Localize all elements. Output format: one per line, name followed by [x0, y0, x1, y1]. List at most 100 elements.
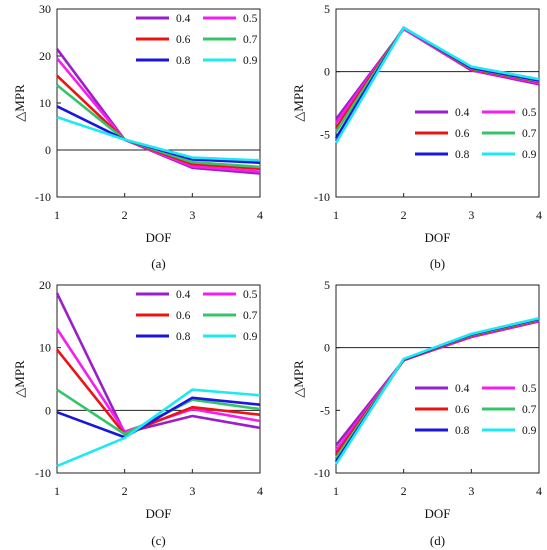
x-tick-label: 2 — [401, 484, 407, 498]
legend-item: 0.9 — [482, 149, 537, 161]
y-tick-label: -10 — [35, 190, 51, 204]
legend-item: 0.4 — [415, 383, 470, 395]
legend-label: 0.6 — [455, 128, 470, 140]
legend-item: 0.6 — [136, 310, 191, 322]
legend-label: 0.6 — [176, 34, 191, 46]
x-tick-label: 3 — [468, 484, 474, 498]
series-line-0.4 — [334, 320, 540, 447]
legend-label: 0.5 — [243, 289, 258, 301]
y-tick-label: 30 — [39, 2, 51, 16]
series-line-0.8 — [56, 396, 261, 439]
series-line-0.9 — [334, 26, 540, 144]
series-line-0.9 — [334, 316, 540, 465]
x-tick-label: 1 — [54, 484, 60, 498]
legend-item: 0.4 — [136, 289, 191, 301]
x-axis-label: DOF — [424, 230, 450, 245]
legend-label: 0.4 — [176, 13, 191, 25]
x-tick-label: 3 — [189, 208, 195, 222]
legend-label: 0.4 — [176, 289, 191, 301]
legend-item: 0.7 — [203, 34, 258, 46]
y-axis-label: △MPR — [12, 360, 27, 398]
y-axis-label: △MPR — [291, 84, 306, 122]
legend-item: 0.7 — [482, 128, 537, 140]
y-tick-label: -5 — [320, 403, 330, 417]
y-tick-label: 0 — [45, 403, 51, 417]
x-axis-label: DOF — [424, 506, 450, 521]
x-tick-label: 1 — [54, 208, 60, 222]
legend-label: 0.9 — [522, 149, 537, 161]
chart-panel-b: -10 -5 0 5 1 2 3 4 DOF △MPR 0.4 0.5 0.6 0.7 0.8 0.9 (b) — [291, 2, 542, 271]
chart-panel-a: -10 0 10 20 30 1 2 3 4 DOF △MPR 0.4 0.5 0.6 0.7 0.8 0.9 (… — [12, 2, 263, 271]
x-tick-label: 2 — [122, 484, 128, 498]
x-tick-label: 4 — [257, 208, 263, 222]
x-axis-label: DOF — [145, 230, 171, 245]
series-line-0.4 — [55, 292, 261, 435]
legend-item: 0.8 — [136, 55, 191, 67]
legend-label: 0.5 — [522, 107, 537, 119]
legend-label: 0.9 — [522, 425, 537, 437]
legend-item: 0.8 — [415, 425, 470, 437]
y-tick-label: 5 — [324, 2, 330, 16]
x-tick-label: 2 — [401, 208, 407, 222]
plot-frame — [335, 8, 540, 198]
x-tick-label: 3 — [189, 484, 195, 498]
x-tick-label: 4 — [536, 484, 542, 498]
legend-label: 0.9 — [243, 55, 258, 67]
x-tick-label: 1 — [333, 208, 339, 222]
x-tick-label: 3 — [468, 208, 474, 222]
y-tick-label: 0 — [324, 65, 330, 79]
legend-label: 0.7 — [243, 310, 258, 322]
legend-item: 0.6 — [415, 128, 470, 140]
x-tick-label: 4 — [257, 484, 263, 498]
y-tick-label: 5 — [324, 278, 330, 292]
y-axis-label: △MPR — [12, 84, 27, 122]
chart-panel-d: -10 -5 0 5 1 2 3 4 DOF △MPR 0.4 0.5 0.6 0.7 0.8 0.9 (d) — [291, 278, 542, 548]
panel-caption: (c) — [151, 533, 165, 548]
panel-caption: (d) — [430, 533, 445, 548]
legend-label: 0.6 — [176, 310, 191, 322]
plot-frame — [335, 284, 540, 474]
x-axis-label: DOF — [145, 506, 171, 521]
legend-item: 0.8 — [136, 331, 191, 343]
y-tick-label: 0 — [45, 143, 51, 157]
y-axis-label: △MPR — [291, 360, 306, 398]
y-tick-label: -10 — [314, 190, 330, 204]
legend-label: 0.7 — [243, 34, 258, 46]
legend-item: 0.8 — [415, 149, 470, 161]
y-tick-label: 10 — [39, 341, 51, 355]
legend-item: 0.5 — [203, 13, 258, 25]
legend-label: 0.8 — [176, 331, 191, 343]
legend-label: 0.8 — [455, 425, 470, 437]
legend-label: 0.8 — [455, 149, 470, 161]
series-line-0.6 — [55, 348, 261, 436]
legend-label: 0.5 — [522, 383, 537, 395]
panel-caption: (a) — [151, 256, 165, 271]
series-line-0.8 — [334, 317, 540, 463]
legend-item: 0.9 — [203, 331, 258, 343]
series-line-0.9 — [56, 115, 261, 162]
y-tick-label: -5 — [320, 127, 330, 141]
legend-label: 0.7 — [522, 128, 537, 140]
y-tick-label: 10 — [39, 96, 51, 110]
legend-label: 0.4 — [455, 107, 470, 119]
legend-item: 0.5 — [203, 289, 258, 301]
legend-label: 0.8 — [176, 55, 191, 67]
legend-item: 0.4 — [136, 13, 191, 25]
y-tick-label: 20 — [39, 278, 51, 292]
y-tick-label: -10 — [35, 466, 51, 480]
legend-item: 0.7 — [203, 310, 258, 322]
legend-item: 0.5 — [482, 383, 537, 395]
legend-label: 0.4 — [455, 383, 470, 395]
legend-label: 0.9 — [243, 331, 258, 343]
panel-caption: (b) — [430, 256, 445, 271]
legend-item: 0.9 — [203, 55, 258, 67]
y-tick-label: 0 — [324, 341, 330, 355]
plot-frame — [56, 284, 261, 474]
series-line-0.7 — [56, 84, 261, 169]
legend-item: 0.9 — [482, 425, 537, 437]
legend-item: 0.7 — [482, 404, 537, 416]
y-tick-label: -10 — [314, 466, 330, 480]
legend-item: 0.4 — [415, 107, 470, 119]
x-tick-label: 4 — [536, 208, 542, 222]
